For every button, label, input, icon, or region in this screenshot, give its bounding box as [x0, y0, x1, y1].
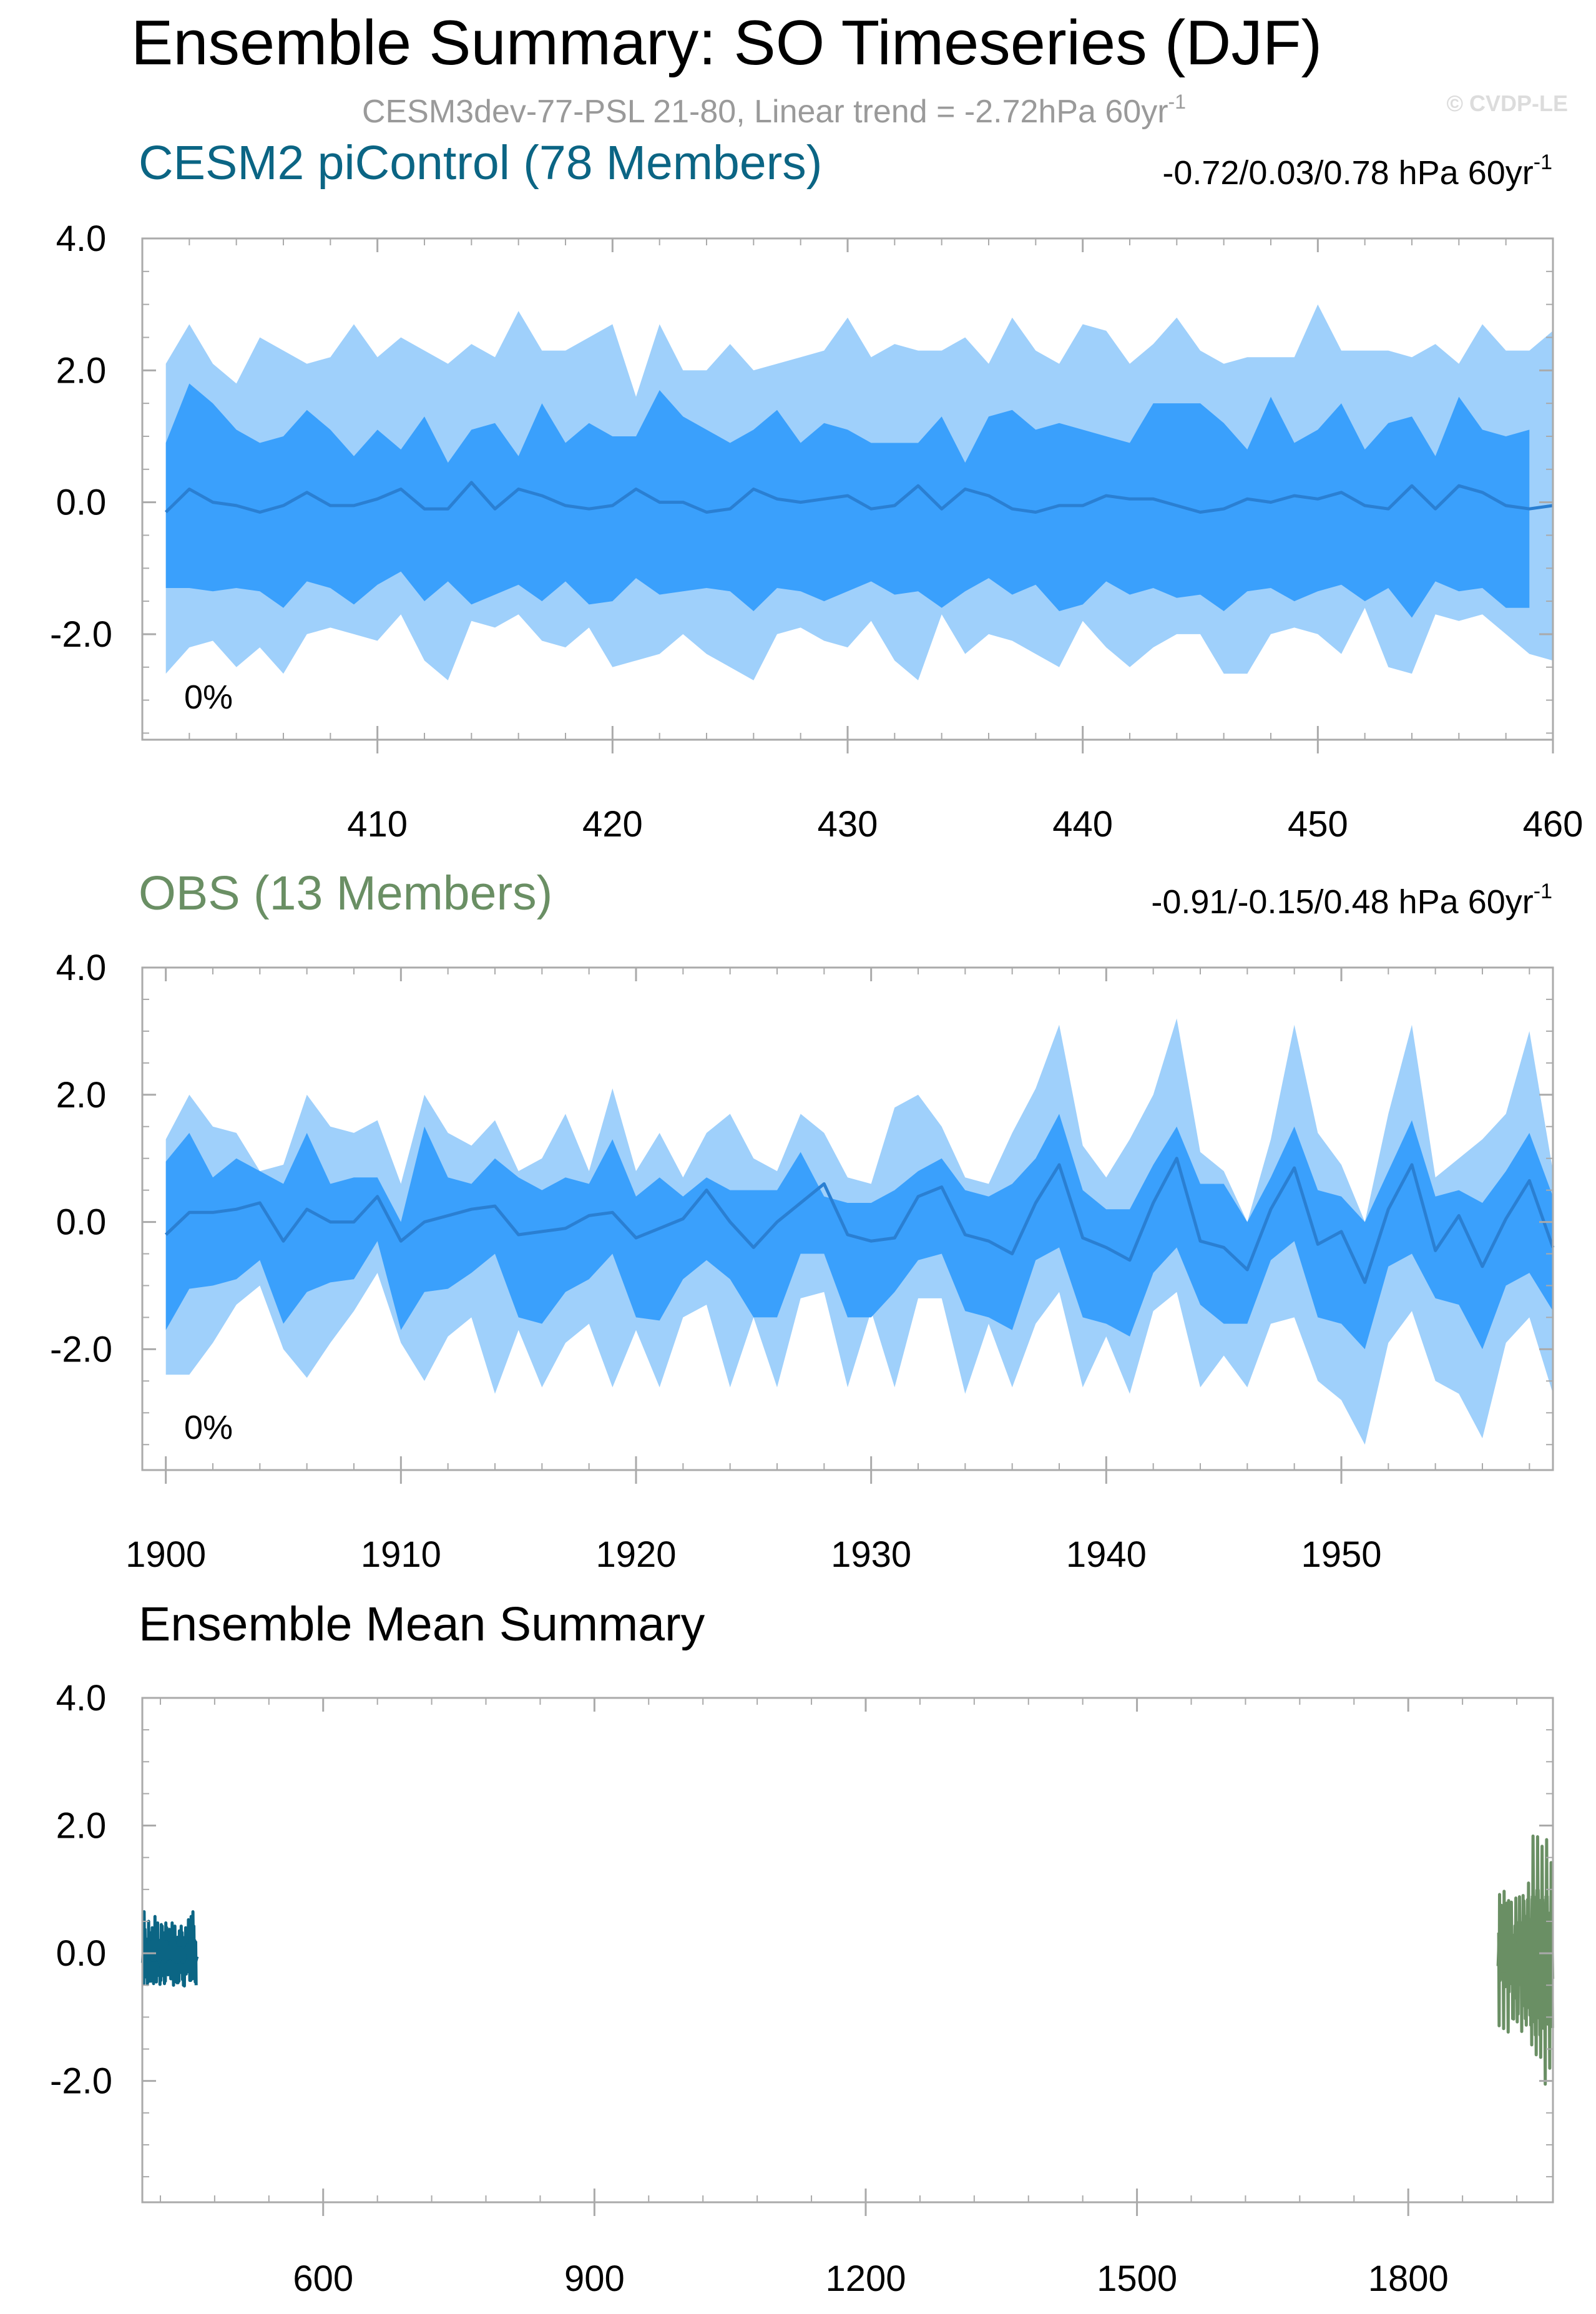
- cesm2-xtick-label: 460: [1523, 804, 1584, 845]
- ensmean-ytick-label: -2.0: [50, 2061, 112, 2102]
- ensmean-xtick-label: 1800: [1368, 2258, 1449, 2299]
- cesm2-mean-line: [164, 481, 1554, 514]
- obs-inner-band: [165, 1114, 1554, 1350]
- cesm2-ytick-label: 0.0: [56, 483, 107, 523]
- cesm2-ytick-label: 4.0: [56, 218, 107, 259]
- obs-ytick-label: 2.0: [56, 1075, 107, 1115]
- panel-obs-trend: -0.91/-0.15/0.48 hPa 60yr-1: [1151, 880, 1552, 921]
- panel-obs-trend-superscript: -1: [1534, 880, 1552, 903]
- obs-xtick-label: 1930: [831, 1534, 911, 1575]
- panel-obs-percent: 0%: [184, 1409, 233, 1446]
- ensmean-plot-frame: [141, 1697, 1554, 2204]
- ensmean-ytick-label: 4.0: [56, 1678, 107, 1718]
- ensmean-xtick-label: 900: [564, 2258, 625, 2299]
- cesm2-xtick-label: 410: [347, 804, 408, 845]
- ensmean-series-cesm2: [140, 1910, 199, 1988]
- cesm2-ytick-label: 2.0: [56, 350, 107, 391]
- cesm2-inner-band: [165, 383, 1530, 618]
- panel-ensmean-title: Ensemble Mean Summary: [139, 1597, 705, 1651]
- ensmean-xtick-label: 600: [293, 2258, 353, 2299]
- panel-obs: OBS (13 Members) -0.91/-0.15/0.48 hPa 60…: [50, 866, 1555, 1575]
- panel-cesm2: CESM2 piControl (78 Members) -0.72/0.03/…: [50, 136, 1583, 845]
- obs-ytick-label: 0.0: [56, 1202, 107, 1243]
- cesm2-ytick-label: -2.0: [50, 614, 112, 655]
- cesm2-xtick-label: 440: [1052, 804, 1113, 845]
- obs-xtick-label: 1910: [361, 1534, 441, 1575]
- cesm2-xtick-label: 430: [818, 804, 878, 845]
- ensmean-mean-obs: [1496, 1889, 1555, 2014]
- ensmean-ytick-label: 2.0: [56, 1806, 107, 1846]
- ensmean-xtick-label: 1200: [825, 2258, 906, 2299]
- obs-xtick-label: 1940: [1066, 1534, 1147, 1575]
- panel-cesm2-title: CESM2 piControl (78 Members): [139, 136, 822, 190]
- subtitle-superscript: -1: [1168, 91, 1186, 113]
- figure-title: Ensemble Summary: SO Timeseries (DJF): [131, 8, 1322, 78]
- figure-subtitle: CESM3dev-77-PSL 21-80, Linear trend = -2…: [362, 91, 1186, 130]
- ensmean-mean-cesm2: [140, 1934, 199, 1968]
- obs-ytick-label: 4.0: [56, 948, 107, 988]
- obs-plot-frame: [141, 966, 1554, 1471]
- panel-ensmean: Ensemble Mean Summary 4.0 2.0 0.0 -2.0 600 90…: [50, 1597, 1555, 2299]
- watermark: © CVDP-LE: [1446, 91, 1568, 116]
- obs-xtick-label: 1920: [595, 1534, 676, 1575]
- obs-xtick-label: 1950: [1301, 1534, 1381, 1575]
- cesm2-xtick-label: 420: [582, 804, 643, 845]
- panel-cesm2-trend-superscript: -1: [1534, 150, 1552, 174]
- panel-cesm2-percent: 0%: [184, 679, 233, 716]
- obs-xtick-label: 1900: [125, 1534, 206, 1575]
- ensmean-xtick-label: 1500: [1097, 2258, 1177, 2299]
- obs-mean-line: [164, 1157, 1555, 1284]
- panel-cesm2-trend: -0.72/0.03/0.78 hPa 60yr-1: [1162, 150, 1552, 192]
- ensmean-series-obs: [1496, 1834, 1555, 2086]
- ensmean-ytick-label: 0.0: [56, 1933, 107, 1974]
- panel-obs-title: OBS (13 Members): [139, 866, 552, 920]
- cesm2-xtick-label: 450: [1288, 804, 1348, 845]
- obs-ytick-label: -2.0: [50, 1329, 112, 1370]
